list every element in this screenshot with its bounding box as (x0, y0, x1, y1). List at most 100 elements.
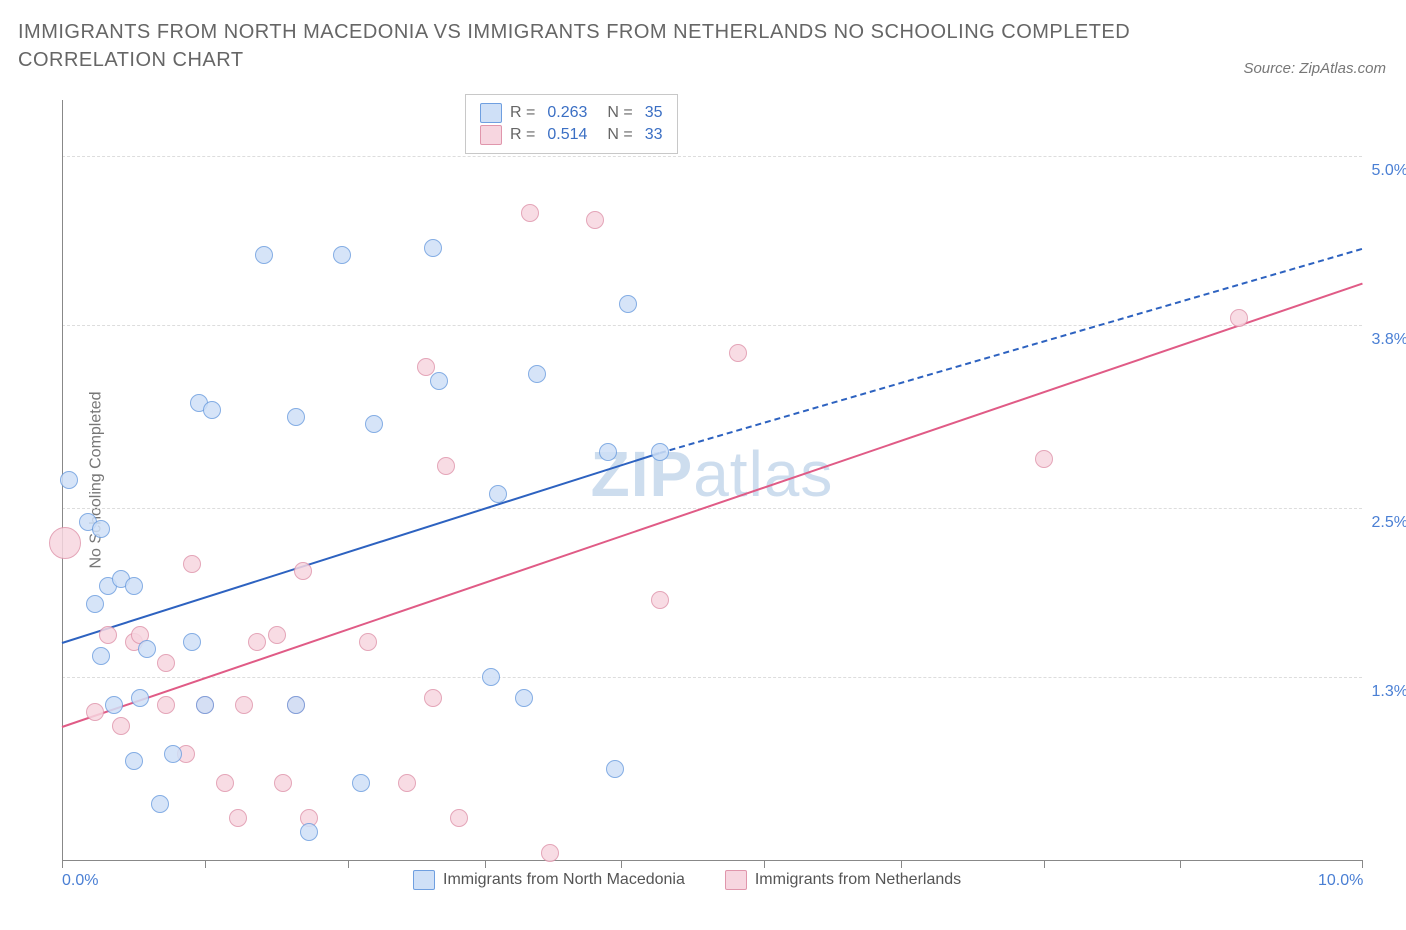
legend-swatch (725, 870, 747, 890)
series-a-point (430, 372, 448, 390)
series-b-point (651, 591, 669, 609)
legend-n-value: 35 (645, 104, 663, 122)
series-b-point (450, 809, 468, 827)
series-a-point (255, 246, 273, 264)
series-b-point (398, 774, 416, 792)
legend-swatch (480, 125, 502, 145)
gridline (62, 156, 1362, 157)
source-label: Source: ZipAtlas.com (1243, 60, 1386, 77)
x-tick (205, 860, 206, 868)
series-b-point (268, 626, 286, 644)
series-b-point (216, 774, 234, 792)
series-b-point (86, 703, 104, 721)
x-tick (62, 860, 63, 868)
legend-n-label: N = (607, 126, 632, 144)
series-b-point (521, 204, 539, 222)
legend-n-value: 33 (645, 126, 663, 144)
series-b-point (112, 717, 130, 735)
series-b-point (586, 211, 604, 229)
series-b-point (541, 844, 559, 862)
series-a-point (151, 795, 169, 813)
x-tick-label: 0.0% (62, 872, 98, 890)
series-a-point (619, 295, 637, 313)
y-tick-label: 1.3% (1372, 683, 1406, 701)
series-a-point (287, 408, 305, 426)
correlation-legend-row: R = 0.263 N = 35 (480, 103, 663, 123)
series-a-point (528, 365, 546, 383)
series-b-point (235, 696, 253, 714)
correlation-legend: R = 0.263 N = 35 R = 0.514 N = 33 (465, 94, 678, 154)
gridline (62, 677, 1362, 678)
series-b-point (157, 696, 175, 714)
y-tick-label: 3.8% (1372, 331, 1406, 349)
legend-r-label: R = (510, 104, 535, 122)
x-tick-label: 10.0% (1318, 872, 1363, 890)
series-a-point (131, 689, 149, 707)
legend-swatch (413, 870, 435, 890)
series-a-point (105, 696, 123, 714)
x-tick (485, 860, 486, 868)
x-tick (1044, 860, 1045, 868)
series-b-point (229, 809, 247, 827)
series-b-point (183, 555, 201, 573)
series-b-point (1230, 309, 1248, 327)
series-a-point (300, 823, 318, 841)
series-b-point (729, 344, 747, 362)
series-a-point (599, 443, 617, 461)
series-b-point (157, 654, 175, 672)
series-b-point (437, 457, 455, 475)
x-tick (1362, 860, 1363, 868)
series-a-point (333, 246, 351, 264)
legend-swatch (480, 103, 502, 123)
series-a-point (125, 752, 143, 770)
series-legend-item: Immigrants from Netherlands (725, 870, 961, 890)
gridline (62, 508, 1362, 509)
series-b-point (248, 633, 266, 651)
series-a-point (138, 640, 156, 658)
series-a-point (196, 696, 214, 714)
series-a-point (92, 520, 110, 538)
series-legend-item: Immigrants from North Macedonia (413, 870, 685, 890)
watermark-light: atlas (693, 438, 833, 510)
legend-n-label: N = (607, 104, 632, 122)
scatter-chart: ZIPatlas 1.3%2.5%3.8%5.0%0.0%10.0%R =0.2… (62, 100, 1362, 880)
series-a-point (606, 760, 624, 778)
series-b-point (1035, 450, 1053, 468)
x-tick (621, 860, 622, 868)
x-tick (901, 860, 902, 868)
series-b-point (274, 774, 292, 792)
series-b-point (424, 689, 442, 707)
series-a-point (482, 668, 500, 686)
series-legend: Immigrants from North Macedonia Immigrant… (413, 870, 961, 890)
series-a-point (651, 443, 669, 461)
correlation-legend-row: R = 0.514 N = 33 (480, 125, 663, 145)
x-tick (764, 860, 765, 868)
series-a-point (489, 485, 507, 503)
chart-title: IMMIGRANTS FROM NORTH MACEDONIA VS IMMIG… (18, 18, 1206, 74)
series-a-point (365, 415, 383, 433)
series-a-point (352, 774, 370, 792)
x-axis (62, 860, 1362, 861)
series-a-point (424, 239, 442, 257)
series-b-point (359, 633, 377, 651)
gridline (62, 325, 1362, 326)
series-b-point (99, 626, 117, 644)
series-a-point (164, 745, 182, 763)
series-a-point (183, 633, 201, 651)
trend-line-a-solid (62, 452, 661, 644)
trend-line-b (62, 283, 1363, 728)
legend-r-label: R = (510, 126, 535, 144)
trend-line-a-dashed (660, 248, 1363, 454)
series-a-point (60, 471, 78, 489)
y-tick-label: 2.5% (1372, 514, 1406, 532)
x-tick (1180, 860, 1181, 868)
series-b-point (49, 527, 81, 559)
series-a-point (125, 577, 143, 595)
series-a-point (515, 689, 533, 707)
legend-r-value: 0.263 (547, 104, 587, 122)
series-legend-label: Immigrants from Netherlands (755, 871, 961, 889)
x-tick (348, 860, 349, 868)
legend-r-value: 0.514 (547, 126, 587, 144)
series-b-point (294, 562, 312, 580)
series-a-point (86, 595, 104, 613)
